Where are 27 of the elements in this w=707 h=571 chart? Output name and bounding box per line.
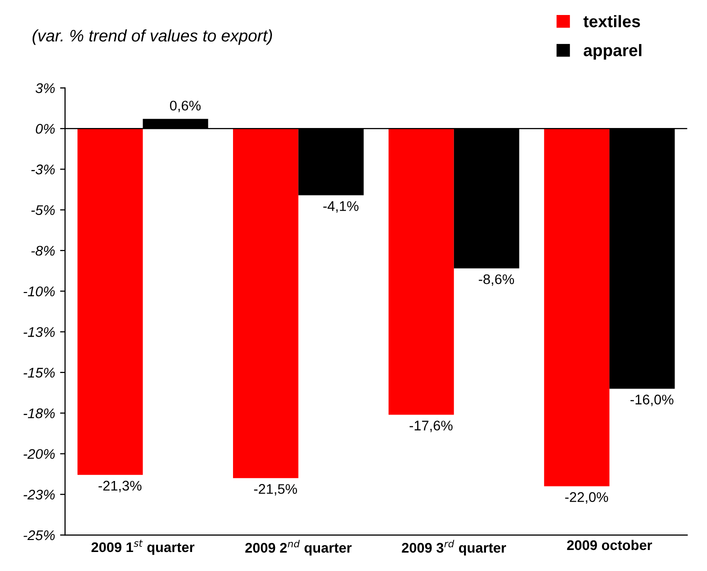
y-tick-label: -5% (31, 205, 55, 216)
x-tick-label: 2009 2$^{nd}$ quarter (245, 540, 352, 556)
x-tick-label: 2009 1$^{st}$ quarter (91, 540, 194, 555)
x-tick-label: 2009 october (567, 540, 652, 550)
legend-label: apparel (584, 44, 642, 60)
data-label: -21,3% (98, 480, 142, 492)
data-label: -16,0% (630, 394, 674, 406)
data-label: -22,0% (565, 492, 608, 504)
y-tick-label: -13% (24, 327, 55, 337)
y-tick-label: -3% (31, 164, 55, 174)
data-label: -17,6% (410, 420, 453, 432)
y-tick-label: 3% (36, 83, 55, 94)
data-label: -8,6% (478, 274, 514, 286)
data-label: -4,1% (323, 201, 358, 213)
y-tick-label: -23% (24, 490, 55, 500)
y-tick-label: -18% (24, 408, 55, 418)
y-tick-label: -8% (31, 246, 55, 256)
y-tick-label: -10% (24, 286, 55, 296)
data-label: -21,5% (254, 484, 297, 496)
legend-label: textiles (583, 15, 640, 28)
y-tick-label: -25% (24, 530, 55, 540)
data-label: 0,6% (170, 100, 201, 112)
y-tick-label: 0% (36, 124, 55, 134)
y-tick-label: -20% (24, 449, 55, 459)
chart-title: (var. % trend of values to export) (32, 29, 272, 45)
x-tick-label: 2009 3$^{rd}$ quarter (402, 540, 506, 556)
y-tick-label: -15% (24, 368, 55, 378)
